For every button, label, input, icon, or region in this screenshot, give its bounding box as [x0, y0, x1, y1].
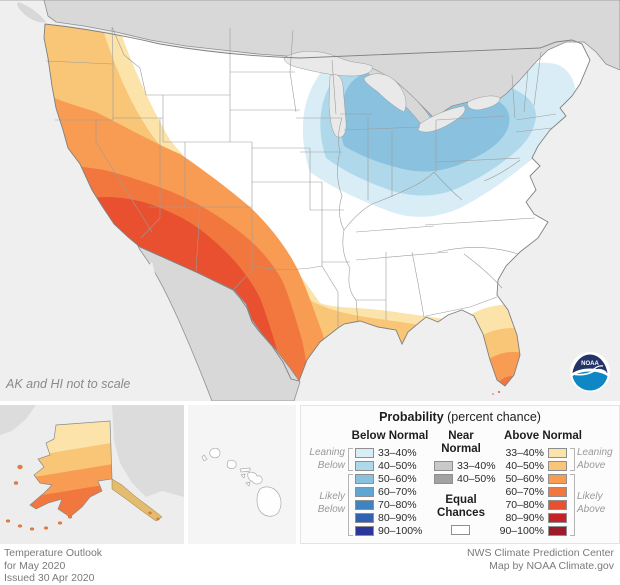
- legend-row: 90–100%: [487, 525, 567, 537]
- alaska-mainland: [29, 420, 113, 518]
- legend-row: 50–60%: [355, 473, 417, 485]
- noaa-logo-gull-wing-icon: [591, 365, 604, 372]
- probability-legend: Probability (percent chance) Below Norma…: [300, 405, 620, 544]
- equal-chances-swatch: [451, 525, 470, 535]
- alaska-inset-panel: [0, 405, 184, 544]
- noaa-logo-text: NOAA: [581, 361, 599, 367]
- alaska-inset-map: [0, 405, 184, 544]
- equal-chances-label: Equal Chances: [437, 494, 485, 519]
- hawaiian-islands: [201, 447, 282, 517]
- hawaii-inset-map: [188, 405, 296, 544]
- noaa-logo-gull-icon: [574, 368, 607, 376]
- legend-row: 33–40%: [434, 460, 496, 472]
- alaska-canada-land: [112, 405, 184, 497]
- footer-period-line: for May 2020: [4, 559, 66, 572]
- leaning-above-bracket: [570, 448, 575, 471]
- hawaii-inset-panel: [188, 405, 296, 544]
- legend-row: 70–80%: [355, 499, 417, 511]
- legend-row: 33–40%: [487, 447, 567, 459]
- scale-note: AK and HI not to scale: [6, 377, 131, 391]
- lake-ontario: [467, 95, 501, 111]
- aleutian-islands: [5, 464, 160, 531]
- florida-keys: [498, 391, 500, 393]
- above-70-80-swatch: [548, 499, 567, 510]
- us-outline: [43, 23, 591, 387]
- below-50-60-swatch: [355, 473, 374, 484]
- legend-row: 40–50%: [487, 460, 567, 472]
- leaning-below-label: Leaning Below: [309, 447, 345, 471]
- below-60-70-swatch: [355, 486, 374, 497]
- noaa-logo-sky: [572, 354, 608, 373]
- leaning-below-bracket: [348, 448, 353, 471]
- legend-row: 80–90%: [355, 512, 417, 524]
- gulf-of-california: [146, 262, 186, 376]
- near-33-40-swatch: [434, 460, 453, 471]
- near-normal-header: Near Normal: [441, 430, 481, 455]
- below-normal-header: Below Normal: [351, 430, 429, 442]
- legend-row: 33–40%: [355, 447, 417, 459]
- legend-row: 60–70%: [355, 486, 417, 498]
- alaska-russia-land: [0, 405, 36, 435]
- footer: Temperature Outlook for May 2020 Issued …: [0, 545, 620, 585]
- noaa-logo-sea: [572, 371, 608, 391]
- above-40-50-swatch: [548, 460, 567, 471]
- footer-title-line: Temperature Outlook: [4, 547, 103, 559]
- likely-below-bracket: [348, 474, 353, 536]
- footer-issued-line: Issued 30 Apr 2020: [4, 572, 95, 584]
- below-70-80-swatch: [355, 499, 374, 510]
- state-borders: [45, 26, 557, 327]
- lake-michigan: [328, 74, 347, 138]
- above-50-60-swatch: [548, 473, 567, 484]
- below-90-100-swatch: [355, 525, 374, 536]
- legend-row: 40–50%: [355, 460, 417, 472]
- below-80-90-swatch: [355, 512, 374, 523]
- lake-erie: [417, 105, 466, 133]
- footer-source-line: NWS Climate Prediction Center: [466, 547, 614, 559]
- conus-outlook-map: [0, 0, 620, 401]
- likely-below-label: Likely Below: [317, 491, 345, 515]
- vancouver-island: [17, 2, 46, 23]
- legend-row: 90–100%: [355, 525, 422, 537]
- legend-row: 60–70%: [487, 486, 567, 498]
- leaning-above-label: Leaning Above: [577, 447, 613, 471]
- footer-credit-block: NWS Climate Prediction Center Map by NOA…: [467, 547, 614, 572]
- below-33-40-swatch: [355, 447, 374, 458]
- legend-row: 80–90%: [487, 512, 567, 524]
- likely-above-bracket: [570, 474, 575, 536]
- above-80-90-swatch: [548, 512, 567, 523]
- legend-title: Probability (percent chance): [379, 410, 541, 424]
- footer-title-block: Temperature Outlook for May 2020 Issued …: [4, 547, 102, 585]
- above-33-40-swatch: [548, 447, 567, 458]
- lake-huron: [363, 73, 407, 113]
- footer-map-credit-line: Map by NOAA Climate.gov: [489, 559, 614, 572]
- below-40-50-swatch: [355, 460, 374, 471]
- legend-row: 40–50%: [434, 473, 496, 485]
- above-normal-header: Above Normal: [504, 430, 582, 442]
- legend-row: 50–60%: [487, 473, 567, 485]
- likely-above-label: Likely Above: [577, 491, 606, 515]
- near-40-50-swatch: [434, 473, 453, 484]
- legend-row: 70–80%: [487, 499, 567, 511]
- above-60-70-swatch: [548, 486, 567, 497]
- noaa-logo: NOAA: [570, 352, 610, 392]
- above-90-100-swatch: [548, 525, 567, 536]
- florida-keys: [492, 393, 494, 395]
